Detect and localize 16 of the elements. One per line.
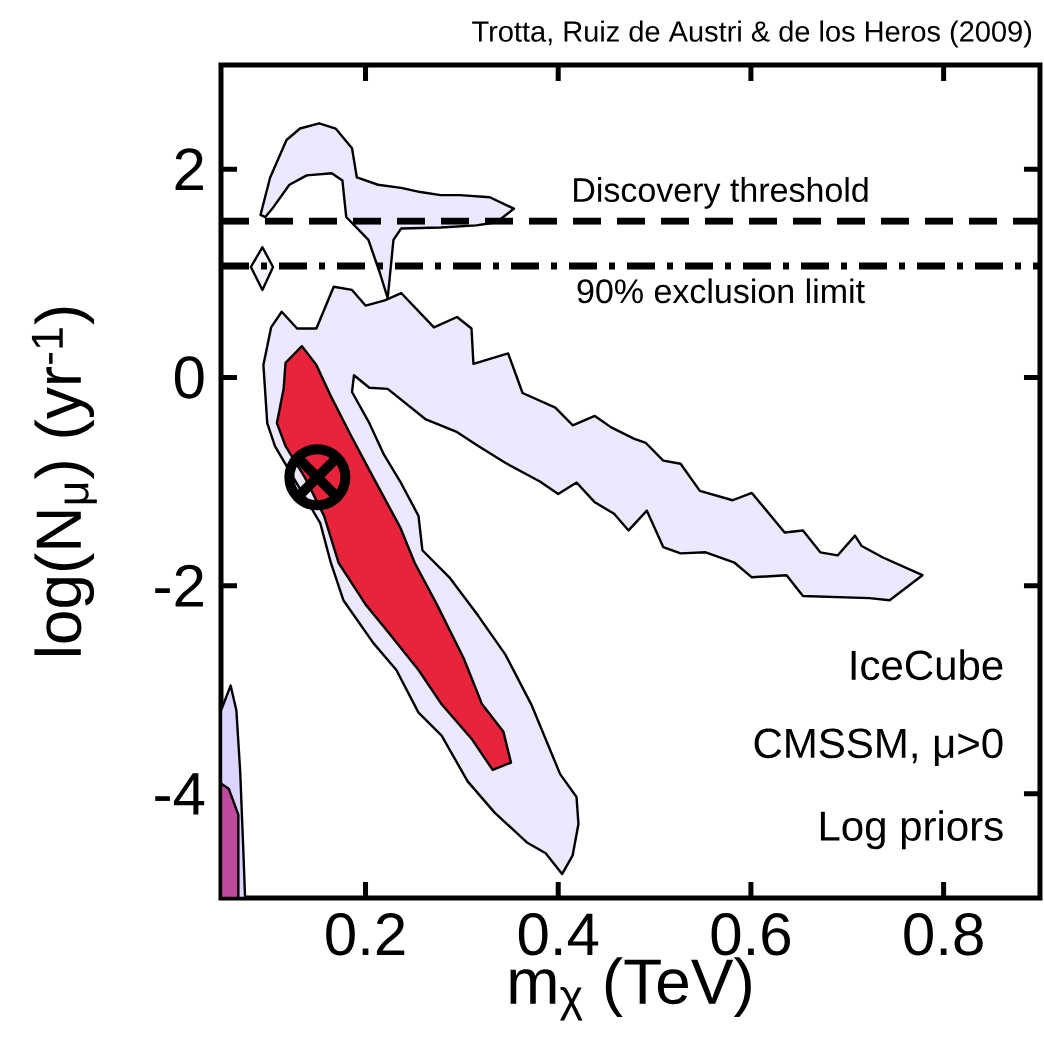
x-tick-label: 0.2 <box>326 913 405 956</box>
y-tick-label: 0 <box>174 356 204 399</box>
x-tick-label: 0.6 <box>711 913 790 956</box>
y-tick-label: -2 <box>155 564 203 607</box>
ref-line-label: 90% exclusion limit <box>577 278 865 304</box>
y-axis-title: log(N$_{μ}$) (yr$^{-1}$) <box>31 307 97 656</box>
annotation: Log priors <box>820 810 1003 850</box>
x-axis-title: m$_{χ}$ (TeV) <box>510 957 751 1021</box>
x-tick-label: 0.8 <box>904 913 983 956</box>
y-tick-label: -4 <box>155 773 205 815</box>
annotation: CMSSM, μ>0 <box>754 728 1003 766</box>
annotation: IceCube <box>851 649 1003 681</box>
y-tick-label: 2 <box>175 148 203 191</box>
ref-line-label: Discovery threshold <box>574 177 868 209</box>
text: Trotta, Ruiz de Austri & de los Heros (2009) <box>472 20 1032 48</box>
x-tick-label: 0.4 <box>518 913 599 956</box>
